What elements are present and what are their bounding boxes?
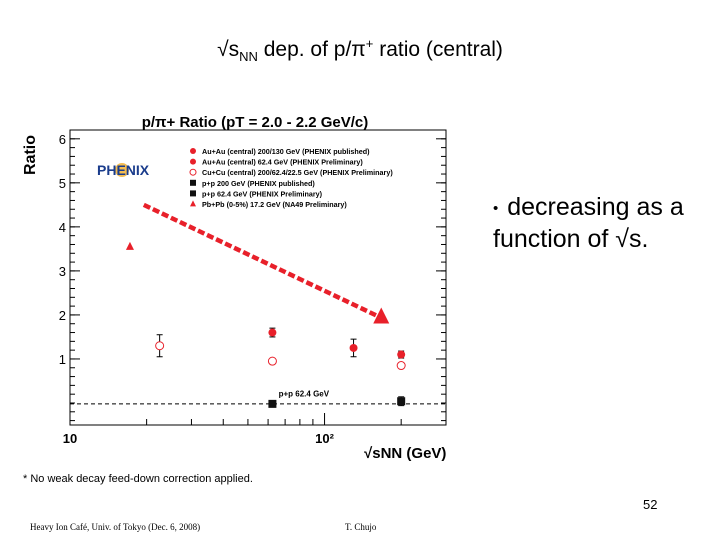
legend-marker (189, 168, 197, 176)
y-axis-ticks: 1 2 3 4 5 6 (59, 132, 446, 422)
chart: p/π+ Ratio (pT = 2.0 - 2.2 GeV/c) Ratio … (22, 114, 447, 462)
legend-marker (190, 179, 196, 186)
data-point (268, 328, 277, 337)
legend-entry: Cu+Cu (central) 200/62.4/22.5 GeV (PHENI… (202, 168, 393, 177)
logo-text: PHENIX (97, 162, 150, 178)
data-point (125, 241, 134, 250)
phenix-logo: PHENIX (97, 162, 150, 178)
data-point (397, 397, 406, 406)
slide-title-suffix: ratio (central) (373, 38, 503, 61)
y-tick-label: 6 (59, 132, 66, 147)
plot-frame (69, 129, 447, 426)
data-point (155, 341, 165, 351)
legend-entry: Au+Au (central) 62.4 GeV (PHENIX Prelimi… (202, 158, 363, 167)
legend-marker (190, 200, 196, 207)
x-tick-label: 10² (315, 431, 334, 446)
y-tick-label: 4 (59, 220, 66, 235)
data-point (396, 361, 406, 371)
slide-title-middle: dep. of p/π (257, 38, 366, 61)
chart-title: p/π+ Ratio (pT = 2.0 - 2.2 GeV/c) (142, 114, 369, 131)
legend-marker (190, 190, 196, 197)
legend: Au+Au (central) 200/130 GeV (PHENIX publ… (189, 147, 393, 209)
data-marks: p+p 62.4 GeV (70, 202, 446, 408)
y-tick-label: 2 (59, 308, 66, 323)
legend-entry: Au+Au (central) 200/130 GeV (PHENIX publ… (202, 147, 370, 156)
y-tick-label: 1 (59, 352, 66, 367)
trend-arrow-head (373, 307, 390, 324)
legend-marker (190, 148, 196, 154)
y-axis-label: Ratio (22, 135, 39, 175)
legend-marker (190, 158, 196, 165)
footer-author: T. Chujo (345, 522, 377, 532)
data-point (268, 399, 277, 408)
slide-title-prefix: √s (217, 38, 240, 61)
y-tick-label: 5 (59, 176, 66, 191)
legend-entry: p+p 62.4 GeV (PHENIX Preliminary) (202, 189, 323, 198)
data-point (397, 350, 406, 359)
y-tick-label: 3 (59, 264, 66, 279)
data-point (267, 356, 277, 366)
bullet-point: • decreasing as a function of √s. (493, 192, 693, 255)
legend-entry: p+p 200 GeV (PHENIX published) (202, 179, 315, 188)
footer-event: Heavy Ion Café, Univ. of Tokyo (Dec. 6, … (30, 522, 201, 532)
page-number: 52 (643, 497, 658, 512)
footnote: * No weak decay feed-down correction app… (23, 473, 253, 485)
x-axis-label: √sNN (GeV) (364, 445, 446, 462)
reference-line-label: p+p 62.4 GeV (279, 389, 330, 398)
slide-title-superscript: + (365, 36, 374, 51)
data-point (349, 343, 358, 352)
slide-title-subscript: NN (239, 49, 258, 65)
x-tick-label: 10 (63, 431, 77, 446)
x-axis-ticks: 10 10² (63, 413, 447, 446)
logo-sun-icon (115, 163, 129, 177)
slide-title: √sNN dep. of p/π+ ratio (central) (0, 36, 720, 64)
legend-entry: Pb+Pb (0-5%) 17.2 GeV (NA49 Preliminary) (202, 200, 347, 209)
trend-arrow-line (142, 202, 381, 320)
bullet-text: decreasing as a function of √s. (493, 193, 684, 253)
bullet-marker: • (493, 199, 499, 217)
